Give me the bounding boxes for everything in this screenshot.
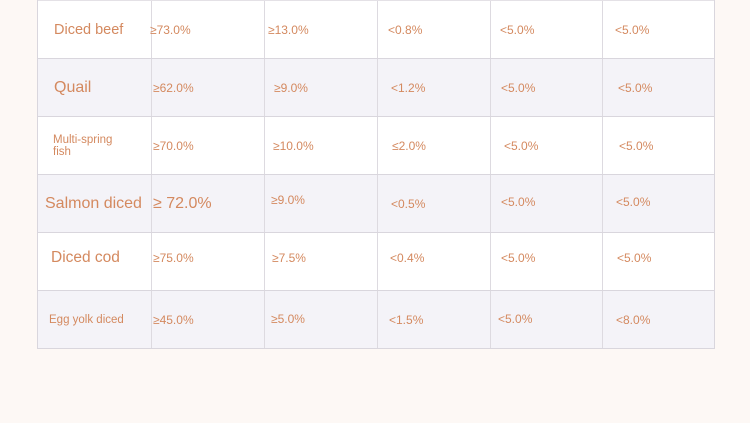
- value-cell: <5.0%: [619, 138, 654, 153]
- value-cell: ≥62.0%: [153, 80, 194, 95]
- row-name: Salmon diced: [45, 194, 142, 212]
- value-cell: <5.0%: [615, 22, 650, 37]
- nutrition-table: Diced beef ≥73.0% ≥13.0% <0.8% <5.0% <5.…: [37, 0, 715, 349]
- table-row: Egg yolk diced ≥45.0% ≥5.0% <1.5% <5.0% …: [38, 290, 714, 348]
- table-row: Quail ≥62.0% ≥9.0% <1.2% <5.0% <5.0%: [38, 58, 714, 116]
- row-name: Egg yolk diced: [49, 313, 124, 326]
- row-name: Diced beef: [54, 21, 124, 38]
- row-name: Quail: [54, 78, 92, 96]
- value-cell: ≥ 72.0%: [153, 194, 212, 212]
- value-cell: ≥45.0%: [153, 312, 194, 327]
- value-cell: <5.0%: [504, 138, 539, 153]
- table-row: Salmon diced ≥ 72.0% ≥9.0% <0.5% <5.0% <…: [38, 174, 714, 232]
- value-cell: <1.2%: [391, 80, 426, 95]
- value-cell: ≥7.5%: [272, 250, 306, 265]
- value-cell: ≥9.0%: [274, 80, 308, 95]
- table-row: Multi-spring fish ≥70.0% ≥10.0% ≤2.0% <5…: [38, 116, 714, 174]
- table-row: Diced beef ≥73.0% ≥13.0% <0.8% <5.0% <5.…: [38, 0, 714, 58]
- value-cell: <0.5%: [391, 196, 426, 211]
- value-cell: ≥75.0%: [153, 250, 194, 265]
- value-cell: <5.0%: [617, 250, 652, 265]
- value-cell: ≥70.0%: [153, 138, 194, 153]
- value-cell: ≥10.0%: [273, 138, 314, 153]
- value-cell: <5.0%: [501, 250, 536, 265]
- value-cell: ≤2.0%: [392, 138, 426, 153]
- value-cell: <0.8%: [388, 22, 423, 37]
- value-cell: ≥73.0%: [150, 22, 191, 37]
- value-cell: <1.5%: [389, 312, 424, 327]
- row-name: Multi-spring fish: [53, 133, 113, 158]
- value-cell: ≥13.0%: [268, 22, 309, 37]
- row-name: Diced cod: [51, 248, 120, 266]
- value-cell: <0.4%: [390, 250, 425, 265]
- value-cell: <5.0%: [501, 80, 536, 95]
- value-cell: <5.0%: [618, 80, 653, 95]
- value-cell: ≥5.0%: [271, 311, 305, 326]
- value-cell: <5.0%: [616, 194, 651, 209]
- value-cell: <5.0%: [501, 194, 536, 209]
- value-cell: <5.0%: [500, 22, 535, 37]
- value-cell: <8.0%: [616, 312, 651, 327]
- value-cell: <5.0%: [498, 311, 533, 326]
- value-cell: ≥9.0%: [271, 192, 305, 207]
- table-row: Diced cod ≥75.0% ≥7.5% <0.4% <5.0% <5.0%: [38, 232, 714, 290]
